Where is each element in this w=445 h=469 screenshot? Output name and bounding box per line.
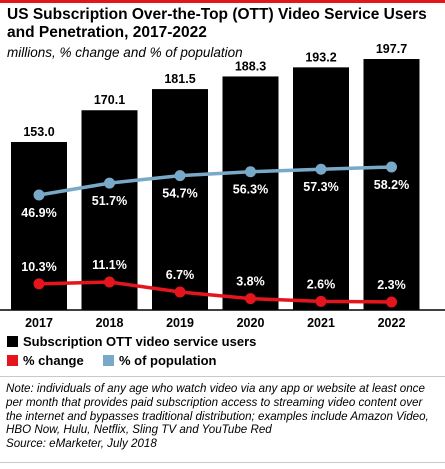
legend-label-population: % of population: [119, 353, 217, 368]
bar-label-2017: 153.0: [23, 125, 54, 139]
bar-label-2019: 181.5: [164, 72, 195, 86]
change-label-2017: 10.3%: [21, 260, 56, 274]
population-point-2019: [174, 170, 186, 182]
change-line: [38, 280, 392, 304]
population-label-2018: 51.7%: [92, 194, 127, 208]
change-point-2019: [174, 286, 186, 298]
bar-label-2021: 193.2: [305, 50, 336, 64]
bar-label-2018: 170.1: [94, 93, 125, 107]
population-point-2020: [245, 166, 256, 178]
legend-label-users: Subscription OTT video service users: [23, 334, 257, 349]
change-label-2019: 6.7%: [166, 268, 195, 282]
legend-label-change: % change: [23, 353, 84, 368]
accent-top-rule: [0, 0, 445, 3]
bar-2022: [363, 59, 420, 310]
bar-2020: [222, 76, 279, 311]
footnote: Note: individuals of any age who watch v…: [6, 382, 438, 451]
change-label-2020: 3.8%: [236, 275, 265, 289]
legend-item-population: % of population: [103, 353, 216, 368]
x-tick-2021: 2021: [307, 316, 335, 330]
x-tick-2018: 2018: [96, 316, 124, 330]
population-point-2017: [33, 189, 45, 201]
bar-label-2020: 188.3: [235, 59, 266, 73]
bar-2021: [293, 67, 349, 310]
x-tick-2020: 2020: [237, 316, 265, 330]
source-text: Source: eMarketer, July 2018: [6, 437, 157, 451]
note-separator: [0, 376, 445, 377]
bottom-separator: [0, 462, 445, 463]
change-point-2017: [33, 278, 45, 290]
legend-item-change: % change: [7, 353, 84, 368]
note-text: Note: individuals of any age who watch v…: [6, 382, 429, 437]
bar-label-2022: 197.7: [376, 42, 407, 56]
change-point-2020: [245, 293, 256, 305]
legend-item-users: Subscription OTT video service users: [7, 334, 256, 349]
legend-swatch-population: [103, 355, 114, 366]
change-label-2022: 2.3%: [377, 278, 406, 292]
population-point-2022: [386, 161, 397, 173]
x-tick-2019: 2019: [166, 316, 194, 330]
chart-title: US Subscription Over-the-Top (OTT) Video…: [7, 6, 427, 41]
population-label-2020: 56.3%: [233, 183, 268, 197]
legend-swatch-users: [7, 336, 18, 347]
chart-subtitle: millions, % change and % of population: [7, 45, 243, 60]
population-label-2021: 57.3%: [303, 180, 338, 194]
population-label-2019: 54.7%: [162, 187, 197, 201]
population-label-2017: 46.9%: [21, 206, 56, 220]
x-tick-2022: 2022: [378, 316, 406, 330]
population-label-2022: 58.2%: [374, 178, 409, 192]
legend-swatch-change: [7, 355, 18, 366]
population-point-2021: [315, 163, 327, 175]
combo-chart: 153.0 170.1 181.5 188.3 193.2 197.7 46.9% 51.7…: [0, 42, 445, 330]
population-point-2018: [104, 177, 115, 189]
change-point-2021: [315, 295, 327, 307]
population-line: [38, 165, 392, 197]
change-label-2018: 11.1%: [92, 258, 127, 272]
change-label-2021: 2.6%: [307, 277, 336, 291]
change-point-2018: [104, 276, 115, 288]
x-tick-2017: 2017: [25, 316, 53, 330]
bar-2019: [152, 89, 208, 310]
change-point-2022: [386, 296, 397, 308]
